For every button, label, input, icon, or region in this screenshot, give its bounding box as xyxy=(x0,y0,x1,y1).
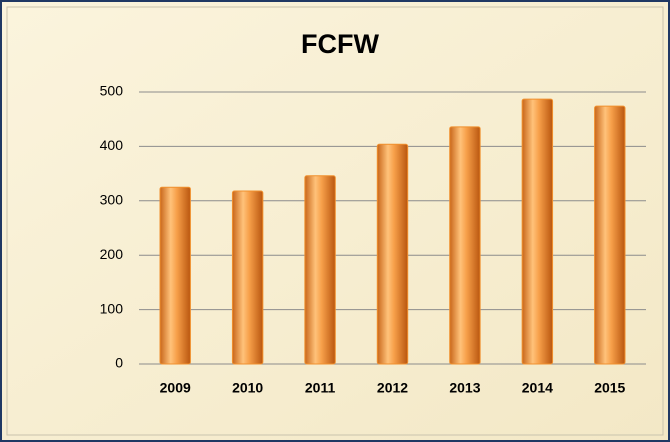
x-tick-label: 2009 xyxy=(160,380,191,396)
chart-title: FCFW xyxy=(301,29,379,59)
bar xyxy=(521,98,554,365)
inner-frame xyxy=(6,6,664,436)
y-tick-label: 400 xyxy=(100,137,124,153)
bar xyxy=(159,186,191,365)
bar xyxy=(304,175,336,365)
x-tick-label: 2010 xyxy=(232,380,263,396)
y-tick-label: 300 xyxy=(100,192,124,208)
x-tick-label: 2014 xyxy=(522,380,553,396)
bar xyxy=(594,105,626,365)
bar xyxy=(449,126,481,365)
y-tick-label: 100 xyxy=(100,300,124,316)
bar xyxy=(376,143,409,365)
x-tick-label: 2013 xyxy=(449,380,480,396)
y-tick-label: 500 xyxy=(100,83,124,99)
y-tick-label: 200 xyxy=(100,246,124,262)
y-tick-label: 0 xyxy=(115,355,123,371)
x-tick-label: 2011 xyxy=(305,380,336,396)
x-tick-label: 2015 xyxy=(594,380,625,396)
x-tick-label: 2012 xyxy=(377,380,408,396)
bar xyxy=(231,190,264,365)
